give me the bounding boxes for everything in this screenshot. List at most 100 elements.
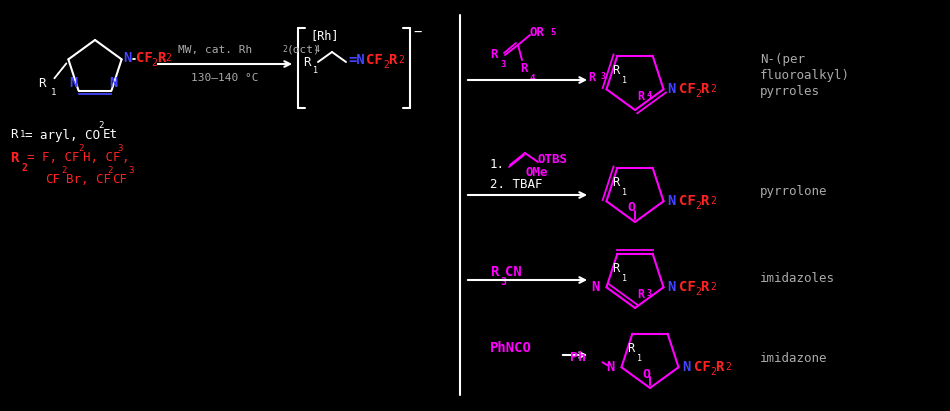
Text: R: R (700, 194, 709, 208)
Text: N: N (668, 280, 675, 294)
Text: N: N (682, 360, 691, 374)
Text: Ph: Ph (570, 351, 586, 364)
Text: 3: 3 (117, 144, 123, 153)
Text: 4: 4 (530, 74, 536, 83)
Text: = aryl, CO: = aryl, CO (25, 129, 100, 141)
Text: CF: CF (366, 53, 383, 67)
Text: 2: 2 (107, 166, 112, 175)
Text: OR: OR (530, 26, 545, 39)
Text: =N: =N (348, 53, 365, 67)
Text: 2: 2 (398, 55, 404, 65)
Text: (oct): (oct) (287, 45, 321, 55)
Text: CF: CF (678, 194, 695, 208)
Text: R: R (700, 280, 709, 294)
Text: R: R (637, 90, 644, 102)
Text: R: R (157, 51, 165, 65)
Text: 2: 2 (98, 121, 104, 130)
Text: R: R (613, 262, 619, 275)
Text: 2: 2 (711, 196, 716, 206)
Text: CF: CF (678, 82, 695, 96)
Text: 3: 3 (128, 166, 133, 175)
Text: fluoroalkyl): fluoroalkyl) (760, 69, 850, 83)
Text: N: N (109, 76, 118, 90)
Text: 2: 2 (695, 89, 701, 99)
Text: N: N (668, 82, 675, 96)
Text: CF: CF (45, 173, 60, 187)
Text: R: R (613, 64, 619, 77)
Text: 2: 2 (711, 84, 716, 94)
Text: CF: CF (694, 360, 711, 374)
Text: Et: Et (103, 129, 118, 141)
Text: R: R (38, 77, 46, 90)
Text: 130–140 °C: 130–140 °C (191, 73, 258, 83)
Text: 1: 1 (20, 130, 26, 139)
Text: 3: 3 (600, 72, 605, 81)
Text: R: R (637, 288, 644, 300)
Text: R: R (490, 265, 499, 279)
Text: N: N (668, 194, 675, 208)
Text: 4: 4 (315, 46, 320, 55)
Text: 1: 1 (313, 66, 318, 75)
Text: imidazone: imidazone (760, 351, 827, 365)
Text: [Rh]: [Rh] (310, 30, 338, 42)
Text: pyrroles: pyrroles (760, 85, 820, 99)
Text: CN: CN (505, 265, 522, 279)
Text: N: N (592, 280, 599, 294)
Text: N-(per: N-(per (760, 53, 805, 67)
Text: = F, CF: = F, CF (27, 152, 80, 164)
Text: 2: 2 (711, 367, 716, 377)
Text: 1: 1 (637, 354, 642, 363)
Text: 2: 2 (78, 144, 84, 153)
Text: 2: 2 (61, 166, 67, 175)
Text: R: R (10, 151, 18, 165)
Text: N: N (69, 76, 78, 90)
Text: 3: 3 (500, 277, 505, 287)
Text: R: R (715, 360, 724, 374)
Text: N: N (124, 51, 132, 65)
Text: CF: CF (136, 51, 152, 65)
Text: H, CF: H, CF (83, 152, 121, 164)
Text: 2: 2 (711, 282, 716, 292)
Text: 3: 3 (500, 60, 505, 69)
Text: CF: CF (678, 280, 695, 294)
Text: 2: 2 (726, 362, 732, 372)
Text: R: R (627, 342, 635, 355)
Text: −: − (413, 25, 422, 39)
Text: N: N (606, 360, 615, 374)
Text: R: R (588, 71, 596, 84)
Text: 2: 2 (165, 53, 172, 63)
Text: MW, cat. Rh: MW, cat. Rh (178, 45, 252, 55)
Text: 4: 4 (647, 91, 652, 100)
Text: PhNCO: PhNCO (490, 341, 532, 355)
Text: O: O (627, 201, 635, 215)
Text: OMe: OMe (525, 166, 547, 180)
Text: 2. TBAF: 2. TBAF (490, 178, 542, 192)
Text: 1: 1 (50, 88, 56, 97)
Text: R: R (520, 62, 527, 76)
Text: 5: 5 (550, 28, 556, 37)
Text: 1: 1 (622, 188, 627, 197)
Text: R: R (490, 48, 498, 62)
Text: 2: 2 (282, 46, 287, 55)
Text: pyrrolone: pyrrolone (760, 185, 827, 199)
Text: 3: 3 (647, 289, 652, 298)
Text: 1: 1 (622, 76, 627, 85)
Text: imidazoles: imidazoles (760, 272, 835, 284)
Text: Br, CF: Br, CF (66, 173, 111, 187)
Text: 2: 2 (152, 58, 158, 68)
Text: 2: 2 (695, 201, 701, 211)
Text: O: O (642, 367, 650, 381)
Text: R: R (303, 55, 311, 69)
Text: R: R (388, 53, 396, 67)
Text: 2: 2 (383, 60, 389, 70)
Text: 2: 2 (21, 163, 27, 173)
Text: R: R (700, 82, 709, 96)
Text: OTBS: OTBS (538, 153, 568, 166)
Text: R: R (613, 176, 619, 189)
Text: 1: 1 (622, 274, 627, 283)
Text: CF: CF (112, 173, 127, 187)
Text: ,: , (121, 152, 128, 164)
Text: 2: 2 (695, 287, 701, 297)
Text: 1.: 1. (490, 159, 505, 171)
Text: R: R (10, 129, 17, 141)
